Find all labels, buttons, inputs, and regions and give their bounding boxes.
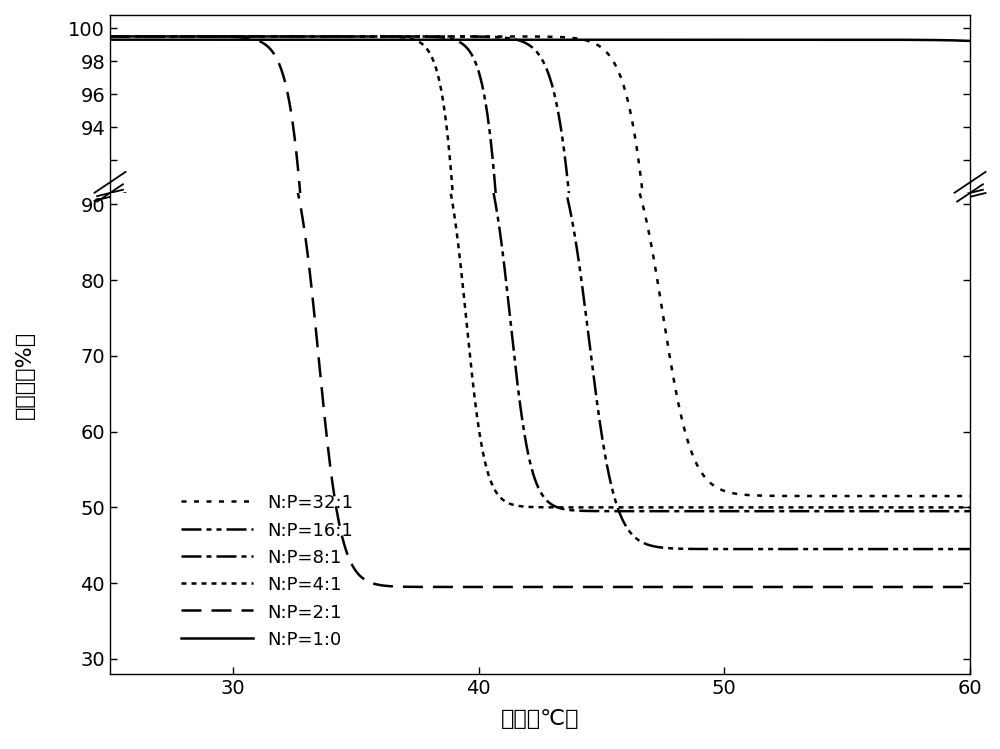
X-axis label: 温度（℃）: 温度（℃） — [501, 709, 579, 729]
Text: 透过率（%）: 透过率（%） — [15, 330, 35, 419]
Legend: N:P=32:1, N:P=16:1, N:P=8:1, N:P=4:1, N:P=2:1, N:P=1:0: N:P=32:1, N:P=16:1, N:P=8:1, N:P=4:1, N:… — [174, 487, 361, 656]
